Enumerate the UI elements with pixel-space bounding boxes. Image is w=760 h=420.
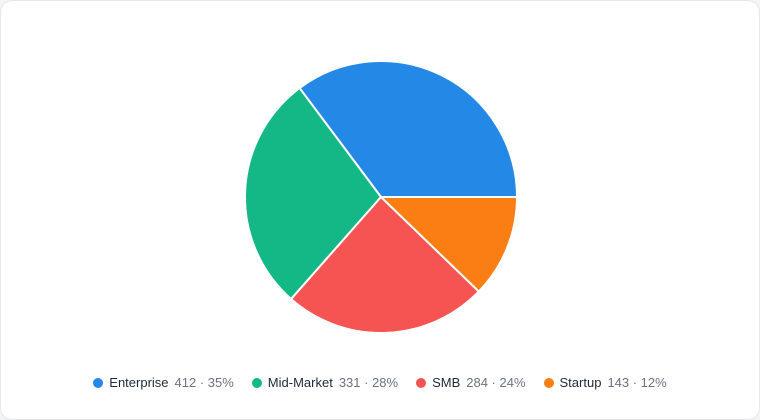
pie-chart: [244, 60, 518, 334]
legend-label: Enterprise: [109, 375, 169, 390]
legend-item: SMB 284 · 24%: [416, 375, 526, 390]
legend-label: Startup: [559, 375, 602, 390]
legend-swatch: [93, 377, 104, 388]
legend: Enterprise 412 · 35% Mid-Market 331 · 28% SM…: [1, 375, 759, 390]
legend-item: Enterprise 412 · 35%: [93, 375, 234, 390]
pie-slice: [290, 196, 480, 334]
legend-item: Startup 143 · 12%: [543, 375, 667, 390]
pie-slice: [380, 196, 518, 293]
legend-item: Mid-Market 331 · 28%: [251, 375, 399, 390]
legend-swatch: [416, 377, 427, 388]
pie-slice: [244, 87, 382, 301]
legend-label: Mid-Market: [267, 375, 333, 390]
legend-value: 284 · 24%: [466, 375, 526, 390]
legend-swatch: [251, 377, 262, 388]
pie-slice: [298, 60, 518, 198]
legend-label: SMB: [432, 375, 461, 390]
legend-value: 412 · 35%: [174, 375, 234, 390]
legend-swatch: [543, 377, 554, 388]
legend-value: 143 · 12%: [607, 375, 667, 390]
legend-value: 331 · 28%: [338, 375, 399, 390]
